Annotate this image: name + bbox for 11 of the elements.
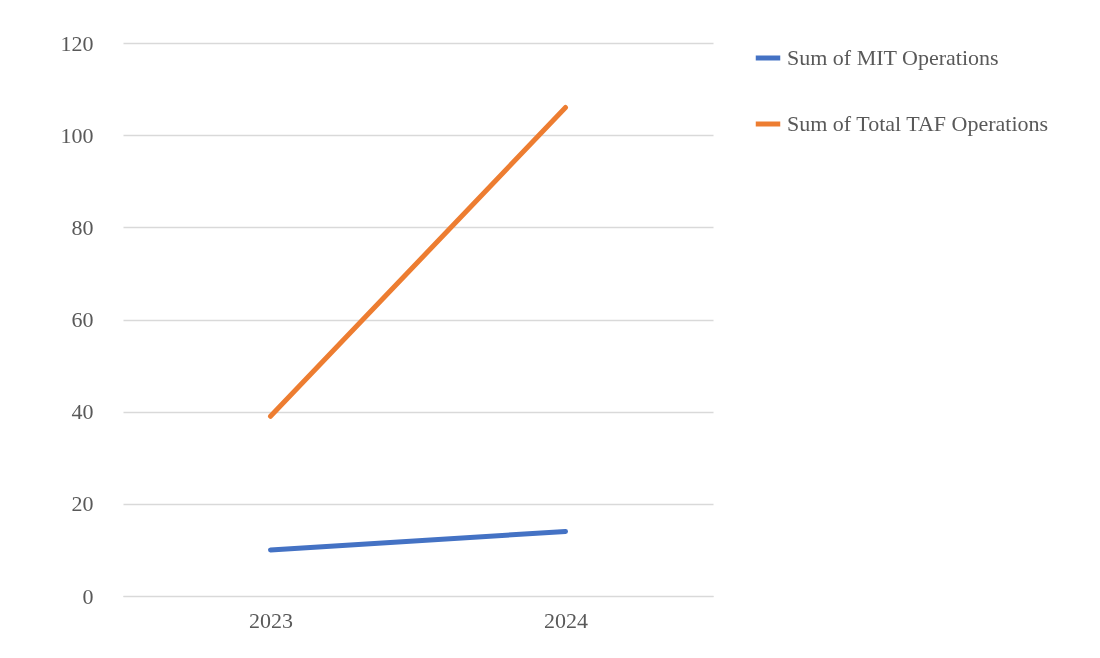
legend-label: Sum of MIT Operations <box>787 45 999 70</box>
y-tick-label: 120 <box>60 30 94 56</box>
y-tick-label: 20 <box>71 491 94 517</box>
y-tick-label: 0 <box>82 583 94 609</box>
y-tick-label: 100 <box>60 122 94 148</box>
y-tick-label: 60 <box>71 307 94 332</box>
x-tick-label: 2023 <box>249 607 293 633</box>
y-tick-label: 40 <box>71 399 94 425</box>
x-tick-label: 2024 <box>544 607 588 633</box>
legend-label: Sum of Total TAF Operations <box>787 111 1049 136</box>
y-tick-label: 80 <box>71 214 94 240</box>
